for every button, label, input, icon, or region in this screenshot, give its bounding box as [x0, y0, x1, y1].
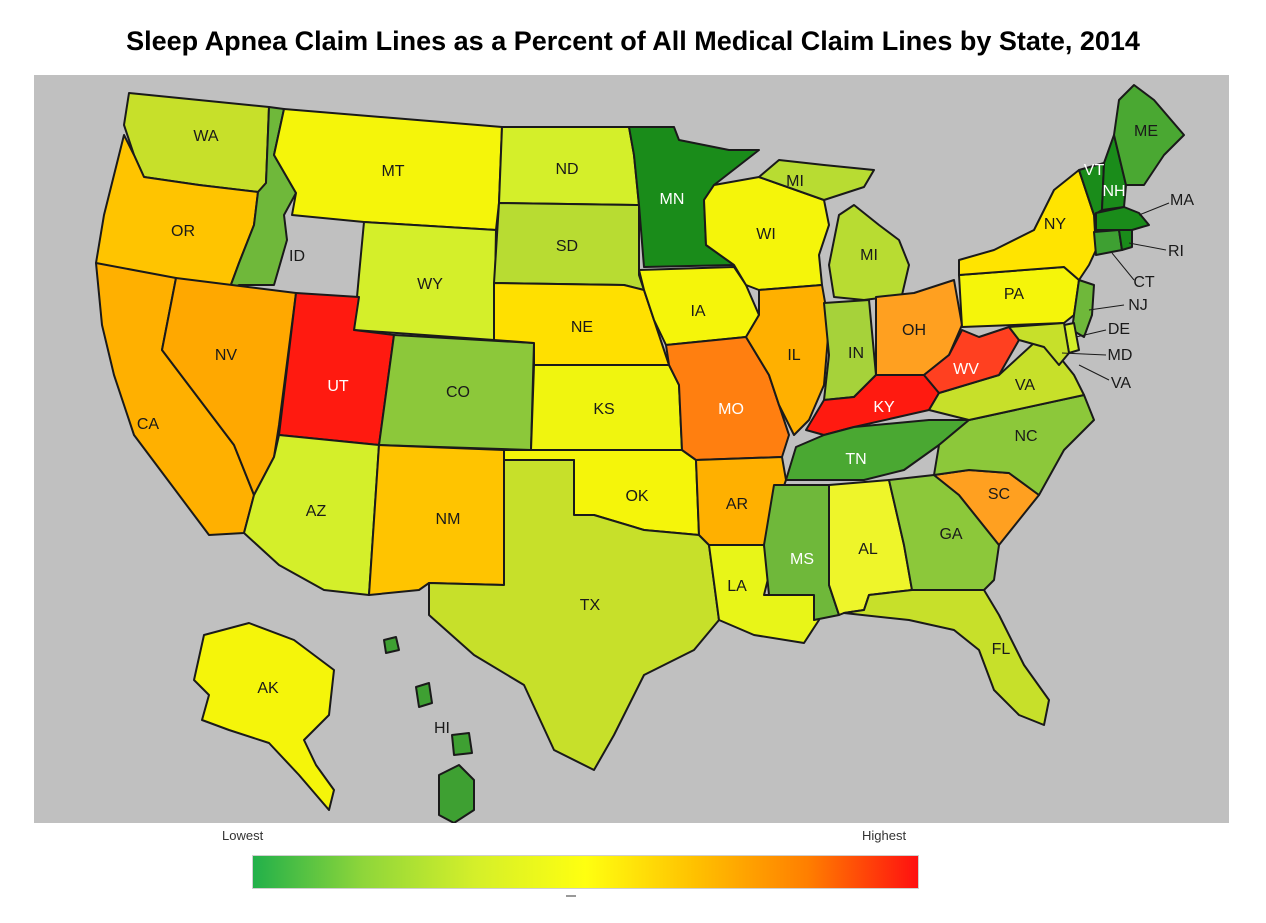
label-mt: MT — [381, 163, 404, 180]
state-ri[interactable] — [1118, 229, 1133, 251]
label-oh: OH — [902, 322, 926, 339]
label-fl: FL — [992, 641, 1011, 658]
label-wy: WY — [417, 276, 443, 293]
state-ak[interactable] — [193, 622, 335, 811]
label-ca: CA — [137, 416, 160, 433]
callout-ma — [1138, 202, 1170, 216]
label-ky: KY — [873, 399, 895, 416]
label-mi: MI — [860, 247, 878, 264]
state-fl[interactable] — [843, 589, 1050, 726]
label-ar: AR — [726, 496, 748, 513]
label-ok: OK — [625, 488, 648, 505]
state-mi-up[interactable] — [758, 159, 875, 201]
legend-tick — [566, 895, 576, 897]
label-al: AL — [858, 541, 878, 558]
label-ri: RI — [1168, 243, 1184, 260]
label-mo: MO — [718, 401, 744, 418]
callout-nj — [1088, 304, 1125, 311]
label-ia: IA — [690, 303, 705, 320]
state-tx[interactable] — [428, 459, 720, 771]
legend-high-label: Highest — [862, 828, 907, 843]
label-mi-up: MI — [786, 173, 804, 190]
state-me[interactable] — [1113, 84, 1185, 186]
label-ak: AK — [257, 680, 279, 697]
label-mn: MN — [660, 191, 685, 208]
label-sd: SD — [556, 238, 578, 255]
state-hi-island-3[interactable] — [451, 732, 473, 756]
callout-ct — [1111, 252, 1135, 281]
map-title: Sleep Apnea Claim Lines as a Percent of … — [126, 26, 1140, 56]
label-az: AZ — [306, 503, 327, 520]
label-la: LA — [727, 578, 747, 595]
state-nj[interactable] — [1071, 279, 1095, 338]
callout-md — [1061, 352, 1107, 356]
label-co: CO — [446, 384, 470, 401]
label-nd: ND — [555, 161, 578, 178]
state-hi-island-1[interactable] — [383, 636, 400, 654]
state-wv[interactable] — [923, 326, 1020, 394]
label-tx: TX — [580, 597, 601, 614]
state-nh[interactable] — [1101, 134, 1127, 211]
label-wi: WI — [756, 226, 776, 243]
label-tn: TN — [845, 451, 866, 468]
state-md[interactable] — [1008, 322, 1070, 366]
state-hi[interactable] — [438, 764, 475, 823]
legend-gradient-bar — [252, 855, 919, 889]
label-in: IN — [848, 345, 864, 362]
callout-de — [1075, 329, 1107, 338]
label-va: VA — [1015, 377, 1035, 394]
label-vt: VT — [1084, 162, 1105, 179]
label-ma: MA — [1170, 192, 1194, 209]
label-ks: KS — [593, 401, 614, 418]
label-sc: SC — [988, 486, 1010, 503]
state-wy[interactable] — [353, 221, 497, 341]
label-id: ID — [289, 248, 305, 265]
state-ma[interactable] — [1095, 206, 1150, 231]
label-ms: MS — [790, 551, 814, 568]
label-md: MD — [1108, 347, 1133, 364]
state-mi[interactable] — [828, 204, 910, 301]
label-va2: VA — [1111, 375, 1131, 392]
label-ne: NE — [571, 319, 593, 336]
label-il: IL — [787, 347, 800, 364]
label-nh: NH — [1102, 183, 1125, 200]
legend-low-label: Lowest — [222, 828, 264, 843]
map-svg: WA OR CA ID NV MT WY UT AZ CO NM ND SD N… — [34, 75, 1229, 823]
label-de: DE — [1108, 321, 1130, 338]
label-pa: PA — [1004, 286, 1024, 303]
state-nc[interactable] — [933, 394, 1095, 496]
label-wa: WA — [193, 128, 219, 145]
label-ny: NY — [1044, 216, 1067, 233]
label-nj: NJ — [1128, 297, 1148, 314]
state-ct[interactable] — [1093, 229, 1123, 256]
label-hi: HI — [434, 720, 450, 737]
state-tn[interactable] — [785, 419, 970, 481]
label-nm: NM — [436, 511, 461, 528]
label-me: ME — [1134, 123, 1158, 140]
label-ga: GA — [939, 526, 962, 543]
label-nv: NV — [215, 347, 238, 364]
label-nc: NC — [1014, 428, 1037, 445]
label-wv: WV — [953, 361, 979, 378]
us-state-map: WA OR CA ID NV MT WY UT AZ CO NM ND SD N… — [34, 75, 1229, 823]
callout-va2 — [1078, 364, 1110, 381]
label-ut: UT — [327, 378, 349, 395]
state-hi-island-2[interactable] — [415, 682, 433, 708]
label-ct: CT — [1133, 274, 1155, 291]
callout-ri — [1128, 242, 1167, 251]
label-or: OR — [171, 223, 195, 240]
